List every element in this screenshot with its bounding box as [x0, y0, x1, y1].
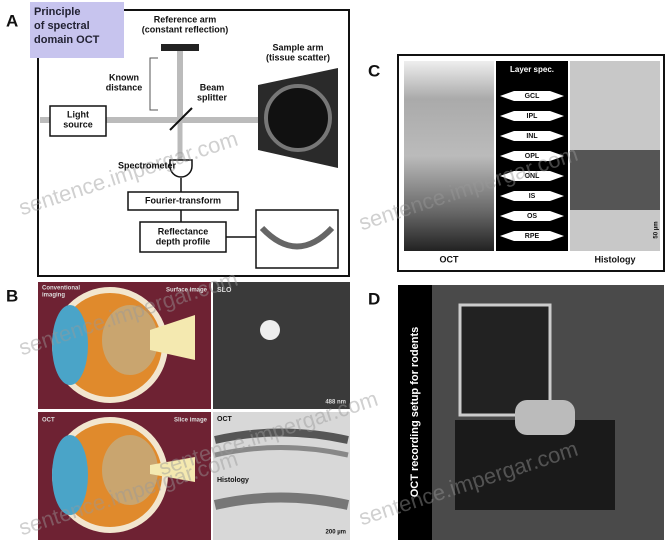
label: 200 µm: [326, 530, 346, 536]
label: C: [368, 61, 380, 80]
fourier-box: [127, 191, 239, 211]
layer-label: RPE: [525, 233, 540, 240]
label: splitter: [197, 92, 228, 102]
layer-arrow: [500, 111, 564, 121]
oct-layers: [213, 428, 350, 510]
b-slo: [213, 282, 350, 409]
label: Beam: [200, 82, 225, 92]
label: imaging: [42, 293, 65, 299]
caption-band: [398, 285, 432, 540]
label: Slice image: [174, 418, 208, 424]
bracket: [149, 57, 158, 111]
label: Spectrometer: [118, 160, 177, 170]
label: A: [6, 11, 18, 30]
layer-label: OS: [527, 213, 537, 220]
label: Known: [109, 72, 139, 82]
holder: [515, 400, 575, 435]
layer-arrow: [500, 91, 564, 101]
layer-label: IPL: [527, 113, 539, 120]
mirror: [161, 44, 199, 51]
eye-photo: [264, 84, 332, 152]
title-box: [30, 2, 124, 58]
label: D: [368, 289, 380, 308]
label: OCT recording setup for rodents: [409, 327, 421, 498]
label: of spectral: [34, 20, 90, 32]
label: Reflectance: [158, 226, 209, 236]
layer-arrow: [500, 131, 564, 141]
label: depth profile: [156, 236, 211, 246]
label: Sample arm: [272, 42, 323, 52]
label: (tissue scatter): [266, 52, 330, 62]
label: Conventional: [42, 286, 80, 292]
layer-arrow: [500, 171, 564, 181]
layer-label: INL: [526, 133, 538, 140]
label: domain OCT: [34, 34, 100, 46]
spectrometer-icon: [169, 159, 193, 178]
eye-bottom: [52, 417, 195, 533]
label: source: [63, 119, 93, 129]
layer-arrow: [500, 231, 564, 241]
layer-label: OPL: [525, 153, 540, 160]
label: Histology: [594, 254, 635, 264]
profile-box: [255, 209, 339, 269]
label: Surface image: [166, 288, 208, 294]
label: Fourier-transform: [145, 195, 221, 205]
reflectance-box: [139, 221, 227, 253]
layer-label: IS: [529, 193, 536, 200]
histology-band: [570, 150, 660, 210]
label: Histology: [217, 477, 249, 484]
label: OCT: [217, 416, 233, 423]
label: 50 µm: [654, 221, 660, 238]
label: B: [6, 286, 18, 305]
optic-disc: [260, 320, 280, 340]
label: Principle: [34, 6, 80, 18]
label: 488 nm: [325, 400, 346, 406]
label: Light: [67, 109, 89, 119]
light-box: [49, 105, 107, 137]
oct-image: [404, 61, 494, 251]
label: distance: [106, 82, 143, 92]
label: OCT: [440, 254, 460, 264]
label: Layer spec.: [510, 65, 554, 74]
label: SLO: [217, 287, 232, 294]
eye-top: [52, 287, 195, 403]
layer-arrow: [500, 151, 564, 161]
layer-arrow: [500, 211, 564, 221]
label: (constant reflection): [142, 24, 229, 34]
layer-label: ONL: [525, 173, 541, 180]
device: [458, 303, 552, 417]
label: Reference arm: [154, 14, 217, 24]
profile: [259, 225, 335, 250]
layer-label: GCL: [525, 93, 541, 100]
label: OCT: [42, 418, 55, 424]
layer-arrow: [500, 191, 564, 201]
splitter: [169, 107, 193, 131]
